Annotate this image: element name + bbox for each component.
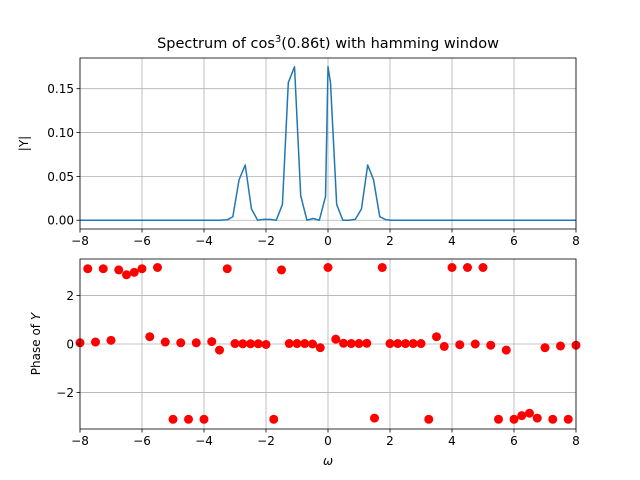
phase-point	[563, 414, 573, 424]
top-x-tick-label: 2	[386, 234, 394, 248]
top-x-tick-label: −2	[257, 234, 275, 248]
phase-point	[323, 263, 333, 272]
phase-point	[532, 413, 542, 423]
phase-point	[315, 343, 325, 353]
phase-point	[199, 414, 209, 424]
phase-point	[129, 267, 139, 277]
phase-point	[416, 339, 426, 349]
top-y-tick-label: 0.10	[47, 126, 74, 140]
bottom-x-axis-label: ω	[323, 454, 333, 468]
bottom-x-tick-label: −8	[71, 434, 89, 448]
phase-point	[501, 345, 511, 355]
top-x-tick-label: 0	[324, 234, 332, 248]
bottom-y-tick-label: −2	[56, 386, 74, 400]
phase-point	[393, 339, 403, 349]
phase-point	[432, 332, 441, 342]
phase-point	[354, 339, 364, 349]
phase-point	[168, 414, 178, 424]
phase-point	[184, 414, 193, 424]
phase-point	[137, 264, 147, 274]
phase-point	[222, 264, 232, 274]
phase-point	[370, 413, 379, 423]
phase-point	[408, 339, 418, 349]
phase-point	[455, 340, 465, 350]
phase-point	[106, 335, 116, 345]
spectrum-magnitude-panel: −8 −6 −4 −2 0 2 4 6 8 0.00 0.05 0.10 0.15 |Y|	[17, 57, 580, 248]
top-x-tick-label: 4	[448, 234, 456, 248]
phase-point	[238, 339, 248, 349]
phase-point	[540, 343, 550, 353]
phase-point	[385, 339, 395, 349]
phase-panel: −8 −6 −4 −2 0 2 4 6 8 −2 0 2 Phase of Y ω	[29, 258, 581, 468]
top-x-tick-label: 6	[510, 234, 518, 248]
phase-point	[83, 264, 93, 274]
bottom-y-tick-label: 0	[66, 338, 74, 352]
bottom-x-tick-label: −6	[133, 434, 151, 448]
phase-point	[277, 265, 286, 275]
bottom-x-tick-label: 2	[386, 434, 394, 448]
phase-point	[517, 411, 527, 421]
phase-point	[362, 338, 372, 348]
phase-point	[246, 339, 255, 349]
top-x-tick-label: −6	[133, 234, 151, 248]
phase-point	[114, 265, 124, 275]
phase-point	[284, 339, 294, 349]
phase-point	[145, 332, 155, 342]
top-series-line	[80, 66, 576, 221]
bottom-x-tick-label: 0	[324, 434, 332, 448]
phase-point	[478, 263, 488, 272]
top-y-axis-label: |Y|	[17, 136, 31, 151]
phase-point	[153, 263, 162, 272]
phase-point	[300, 339, 310, 349]
phase-point	[525, 408, 534, 418]
phase-point	[269, 414, 279, 424]
phase-point	[91, 337, 100, 347]
phase-point	[377, 263, 387, 272]
phase-point	[292, 339, 302, 349]
top-x-tick-label: 8	[572, 234, 580, 248]
phase-point	[401, 339, 410, 349]
phase-point	[447, 263, 457, 272]
bottom-x-tick-label: −2	[257, 434, 275, 448]
phase-point	[486, 340, 496, 350]
phase-point	[191, 338, 201, 348]
phase-point	[160, 337, 170, 347]
top-x-tick-label: −8	[71, 234, 89, 248]
phase-point	[207, 337, 217, 347]
phase-point	[253, 339, 263, 349]
bottom-y-tick-label: 2	[66, 289, 74, 303]
phase-point	[261, 339, 271, 349]
phase-point	[463, 263, 472, 272]
phase-point	[308, 339, 317, 349]
phase-point	[424, 414, 434, 424]
phase-point	[331, 334, 341, 344]
chart-title: Spectrum of cos3(0.86t) with hamming win…	[157, 34, 499, 52]
phase-point	[509, 414, 519, 424]
phase-point	[548, 414, 558, 424]
bottom-x-tick-label: 4	[448, 434, 456, 448]
top-y-tick-label: 0.15	[47, 82, 74, 96]
bottom-x-tick-label: 8	[572, 434, 580, 448]
bottom-y-axis-label: Phase of Y	[29, 311, 43, 375]
phase-point	[98, 264, 108, 274]
phase-point	[439, 341, 449, 351]
phase-point	[176, 338, 186, 348]
bottom-x-tick-label: 6	[510, 434, 518, 448]
phase-point	[122, 270, 131, 280]
phase-point	[470, 339, 480, 349]
top-y-tick-label: 0.05	[47, 170, 74, 184]
phase-point	[339, 338, 348, 348]
top-x-tick-label: −4	[195, 234, 213, 248]
phase-point	[346, 339, 356, 349]
phase-point	[215, 345, 224, 355]
top-y-tick-label: 0.00	[47, 214, 74, 228]
phase-point	[556, 341, 565, 351]
bottom-x-tick-label: −4	[195, 434, 213, 448]
phase-point	[494, 414, 503, 424]
phase-point	[230, 339, 240, 349]
